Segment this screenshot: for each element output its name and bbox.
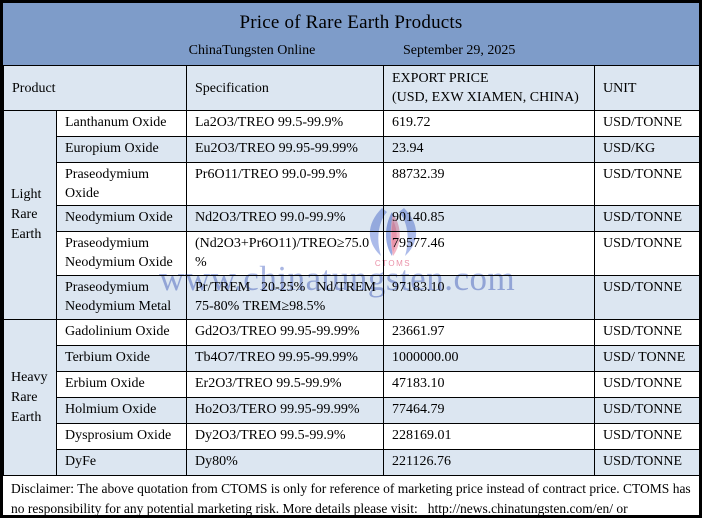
disclaimer-text: Disclaimer: The above quotation from CTO… <box>11 481 691 516</box>
spec-cell: (Nd2O3+Pr6O11)/TREO≥75.0 % <box>186 231 384 276</box>
table-row: Dysprosium Oxide Dy2O3/TREO 99.5-99.9% 2… <box>4 423 699 450</box>
spec-cell: Ho2O3/TERO 99.95-99.99% <box>186 397 384 424</box>
col-header-unit: UNIT <box>594 65 699 111</box>
product-cell: Terbium Oxide <box>56 345 187 372</box>
price-cell: 90140.85 <box>383 205 595 232</box>
table-row: Heavy Rare Earth Gadolinium Oxide Gd2O3/… <box>3 319 699 476</box>
price-header-line1: EXPORT PRICE <box>392 71 489 86</box>
source-label: ChinaTungsten Online <box>188 43 316 58</box>
unit-cell: USD/TONNE <box>594 162 699 206</box>
date-label: September 29, 2025 <box>403 43 516 58</box>
col-header-specification: Specification <box>186 65 384 111</box>
title-band: Price of Rare Earth Products ChinaTungst… <box>3 3 699 65</box>
price-cell: 77464.79 <box>383 397 595 424</box>
price-cell: 228169.01 <box>383 423 595 450</box>
product-cell: Erbium Oxide <box>56 371 187 398</box>
product-cell: Neodymium Oxide <box>56 205 187 232</box>
table-row: Praseodymium Neodymium Metal Pr/TREM 20-… <box>4 275 699 320</box>
price-cell: 88732.39 <box>383 162 595 206</box>
price-cell: 97183.10 <box>383 275 595 320</box>
price-header-line2: (USD, EXW XIAMEN, CHINA) <box>392 90 579 105</box>
unit-cell: USD/TONNE <box>594 110 699 137</box>
spec-cell: Dy80% <box>186 449 384 476</box>
unit-cell: USD/ TONNE <box>594 345 699 372</box>
unit-cell: USD/KG <box>594 136 699 163</box>
table-row: Praseodymium Oxide Pr6O11/TREO 99.0-99.9… <box>4 162 699 206</box>
table-row: Europium Oxide Eu2O3/TREO 99.95-99.99% 2… <box>4 136 699 163</box>
product-cell: Gadolinium Oxide <box>56 319 187 346</box>
product-cell: Praseodymium Neodymium Oxide <box>56 231 187 276</box>
product-cell: Holmium Oxide <box>56 397 187 424</box>
price-cell: 47183.10 <box>383 371 595 398</box>
spec-cell: La2O3/TREO 99.5-99.9% <box>186 110 384 137</box>
col-header-product: Product <box>3 65 187 111</box>
spec-cell: Nd2O3/TREO 99.0-99.9% <box>186 205 384 232</box>
price-cell: 619.72 <box>383 110 595 137</box>
price-table: Product Specification EXPORT PRICE (USD,… <box>3 65 699 476</box>
group-cell-light-rare-earth: Light Rare Earth <box>3 110 57 320</box>
news-link[interactable]: http://news.chinatungsten.com/en/ <box>427 501 614 516</box>
header-row: Product Specification EXPORT PRICE (USD,… <box>3 65 699 111</box>
table-row: DyFe Dy80% 221126.76 USD/TONNE <box>4 449 699 476</box>
unit-cell: USD/TONNE <box>594 275 699 320</box>
spec-cell: Pr6O11/TREO 99.0-99.9% <box>186 162 384 206</box>
disclaimer-conjunction: or <box>616 501 628 516</box>
unit-cell: USD/TONNE <box>594 319 699 346</box>
product-cell: Praseodymium Neodymium Metal <box>56 275 187 320</box>
page-title: Price of Rare Earth Products <box>239 12 463 33</box>
spec-cell: Dy2O3/TREO 99.5-99.9% <box>186 423 384 450</box>
price-cell: 23661.97 <box>383 319 595 346</box>
table-row: Terbium Oxide Tb4O7/TREO 99.95-99.99% 10… <box>4 345 699 372</box>
product-cell: Europium Oxide <box>56 136 187 163</box>
unit-cell: USD/TONNE <box>594 423 699 450</box>
spec-cell: Er2O3/TREO 99.5-99.9% <box>186 371 384 398</box>
spec-cell: Tb4O7/TREO 99.95-99.99% <box>186 345 384 372</box>
unit-cell: USD/TONNE <box>594 205 699 232</box>
product-cell: Praseodymium Oxide <box>56 162 187 206</box>
table-row: Light Rare Earth Lanthanum Oxide La2O3/T… <box>3 110 699 320</box>
table-row: Neodymium Oxide Nd2O3/TREO 99.0-99.9% 90… <box>4 205 699 232</box>
unit-cell: USD/TONNE <box>594 371 699 398</box>
unit-cell: USD/TONNE <box>594 449 699 476</box>
product-cell: Dysprosium Oxide <box>56 423 187 450</box>
spec-cell: Gd2O3/TREO 99.95-99.99% <box>186 319 384 346</box>
unit-cell: USD/TONNE <box>594 231 699 276</box>
disclaimer: Disclaimer: The above quotation from CTO… <box>3 476 699 516</box>
product-cell: Lanthanum Oxide <box>56 110 187 137</box>
table-row: Holmium Oxide Ho2O3/TERO 99.95-99.99% 77… <box>4 397 699 424</box>
table-row: Praseodymium Neodymium Oxide (Nd2O3+Pr6O… <box>4 231 699 276</box>
unit-cell: USD/TONNE <box>594 397 699 424</box>
product-cell: DyFe <box>56 449 187 476</box>
price-cell: 221126.76 <box>383 449 595 476</box>
price-cell: 79577.46 <box>383 231 595 276</box>
table-row: Erbium Oxide Er2O3/TREO 99.5-99.9% 47183… <box>4 371 699 398</box>
group-cell-heavy-rare-earth: Heavy Rare Earth <box>3 319 57 476</box>
price-cell: 23.94 <box>383 136 595 163</box>
price-cell: 1000000.00 <box>383 345 595 372</box>
spec-cell: Pr/TREM 20-25% Nd/TREM 75-80% TREM≥98.5% <box>186 275 384 320</box>
spec-cell: Eu2O3/TREO 99.95-99.99% <box>186 136 384 163</box>
col-header-export-price: EXPORT PRICE (USD, EXW XIAMEN, CHINA) <box>383 65 595 111</box>
